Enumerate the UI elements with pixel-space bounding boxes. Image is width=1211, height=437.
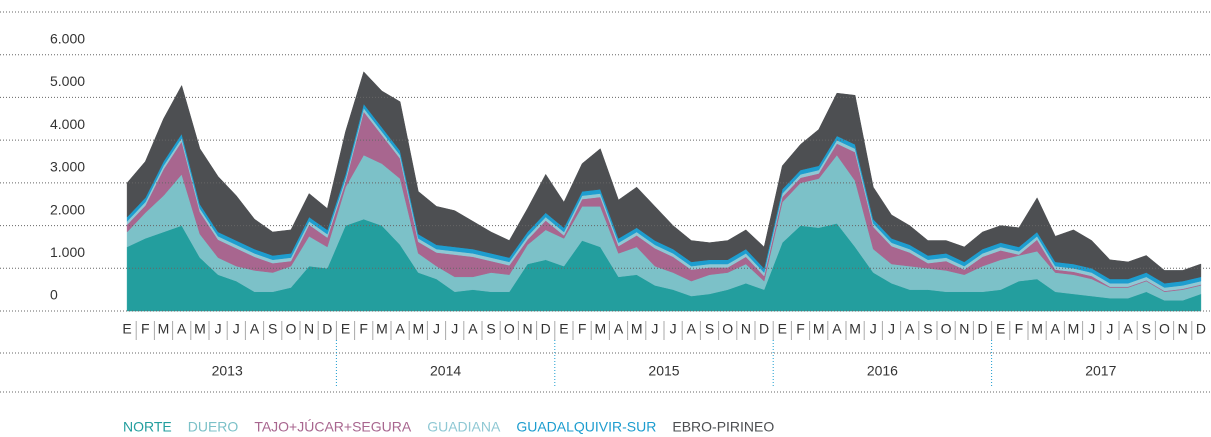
x-tick-label: O — [1159, 321, 1170, 337]
x-tick-label: J — [433, 321, 440, 337]
x-tick-label: D — [541, 321, 551, 337]
x-tick-label: O — [722, 321, 733, 337]
x-tick-label: J — [451, 321, 458, 337]
y-tick-label: 3.000 — [50, 159, 85, 175]
y-tick-label: 0 — [50, 287, 58, 303]
x-tick-label: F — [359, 321, 368, 337]
y-tick-label: 5.000 — [50, 73, 85, 89]
x-tick-label: A — [905, 321, 915, 337]
x-tick-label: O — [285, 321, 296, 337]
legend-entry: EBRO-PIRINEO — [672, 419, 774, 435]
x-tick-label: E — [559, 321, 568, 337]
x-tick-label: D — [1196, 321, 1206, 337]
x-tick-label: M — [194, 321, 206, 337]
x-tick-label: J — [670, 321, 677, 337]
x-tick-label: J — [888, 321, 895, 337]
x-tick-label: F — [1015, 321, 1024, 337]
x-tick-label: A — [1123, 321, 1133, 337]
y-tick-label: 4.000 — [50, 116, 85, 132]
x-tick-label: M — [813, 321, 825, 337]
x-tick-label: N — [959, 321, 969, 337]
area — [126, 71, 1202, 284]
plot — [126, 71, 1202, 312]
x-tick-label: E — [996, 321, 1005, 337]
x-tick-label: J — [651, 321, 658, 337]
x-tick-label: S — [1142, 321, 1151, 337]
x-tick-label: D — [977, 321, 987, 337]
x-tick-label: N — [522, 321, 532, 337]
x-tick-label: A — [468, 321, 478, 337]
x-tick-label: A — [395, 321, 405, 337]
x-tick-label: M — [376, 321, 388, 337]
x-tick-label: O — [941, 321, 952, 337]
x-tick-label: O — [504, 321, 515, 337]
year-label: 2015 — [648, 363, 679, 379]
x-tick-label: M — [631, 321, 643, 337]
y-tick-label: 2.000 — [50, 201, 85, 217]
x-tick-label: J — [215, 321, 222, 337]
y-tick-label: 1.000 — [50, 244, 85, 260]
x-tick-label: J — [1088, 321, 1095, 337]
legend-entry: TAJO+JÚCAR+SEGURA — [254, 419, 412, 435]
legend-entry: DUERO — [188, 419, 239, 435]
x-tick-label: A — [687, 321, 697, 337]
x-tick-label: A — [832, 321, 842, 337]
x-tick-label: M — [412, 321, 424, 337]
x-tick-label: S — [486, 321, 495, 337]
x-tick-label: J — [870, 321, 877, 337]
x-tick-label: E — [778, 321, 787, 337]
x-tick-label: S — [705, 321, 714, 337]
x-tick-label: E — [122, 321, 131, 337]
x-tick-label: N — [1178, 321, 1188, 337]
x-tick-label: M — [594, 321, 606, 337]
x-tick-label: E — [341, 321, 350, 337]
x-tick-label: A — [1051, 321, 1061, 337]
x-tick-label: N — [304, 321, 314, 337]
x-tick-label: J — [1106, 321, 1113, 337]
x-tick-label: M — [158, 321, 170, 337]
x-tick-label: D — [322, 321, 332, 337]
x-tick-label: M — [1031, 321, 1043, 337]
x-tick-label: S — [268, 321, 277, 337]
x-tick-label: F — [796, 321, 805, 337]
legend-entry: NORTE — [123, 419, 172, 435]
x-tick-label: A — [177, 321, 187, 337]
year-label: 2014 — [430, 363, 461, 379]
y-tick-label: 6.000 — [50, 30, 85, 46]
year-label: 2016 — [867, 363, 898, 379]
year-label: 2017 — [1085, 363, 1116, 379]
legend-entry: GUADIANA — [427, 419, 501, 435]
x-tick-label: M — [1068, 321, 1080, 337]
x-tick-label: A — [614, 321, 624, 337]
legend-entry: GUADALQUIVIR-SUR — [516, 419, 656, 435]
x-tick-label: N — [741, 321, 751, 337]
x-tick-label: F — [141, 321, 150, 337]
x-tick-label: A — [250, 321, 260, 337]
x-tick-label: F — [578, 321, 587, 337]
x-tick-label: S — [923, 321, 932, 337]
x-tick-label: M — [849, 321, 861, 337]
x-tick-label: J — [233, 321, 240, 337]
year-label: 2013 — [212, 363, 243, 379]
x-tick-label: D — [759, 321, 769, 337]
